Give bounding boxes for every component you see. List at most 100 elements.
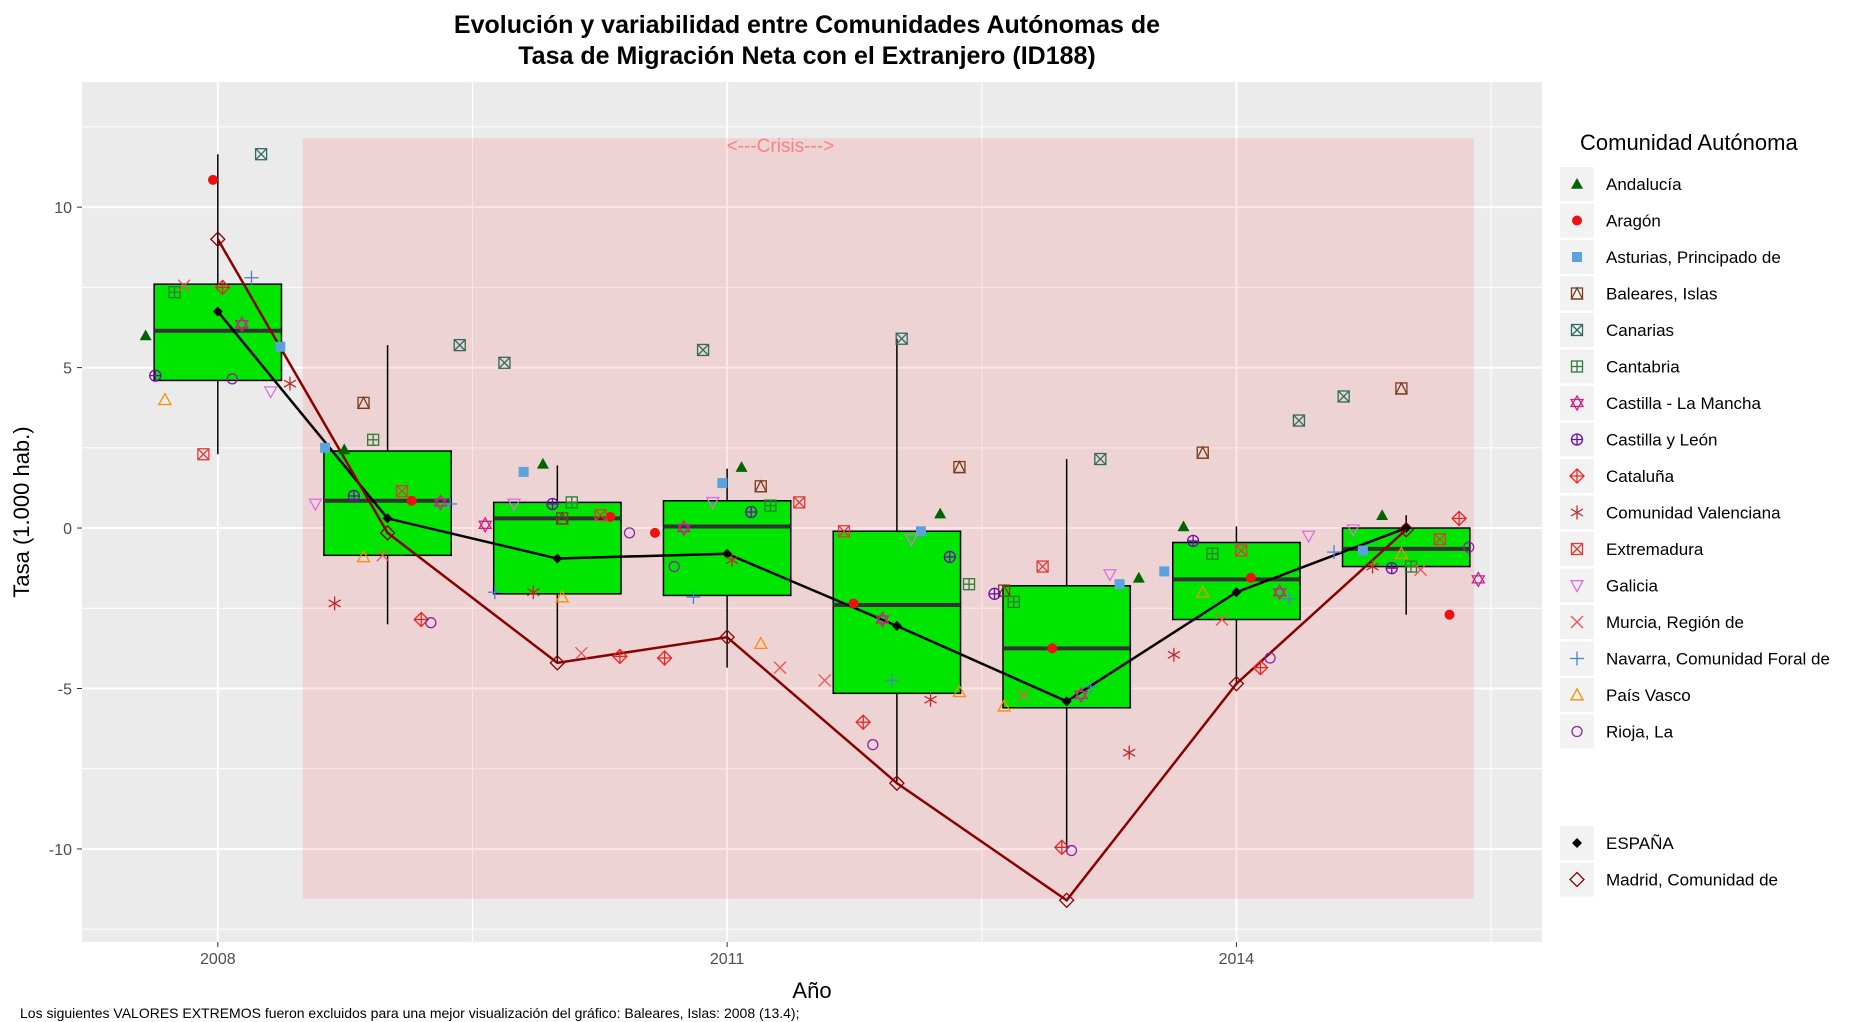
data-point [1376, 509, 1389, 521]
data-point [443, 496, 458, 511]
data-point [168, 286, 181, 299]
series-navarra-comunidad-foral-de [244, 270, 1342, 694]
data-point [347, 489, 361, 503]
series-castilla-y-le-n [149, 369, 1398, 600]
series-comunidad-valenciana [283, 376, 1379, 760]
data-point [406, 495, 417, 506]
box-iqr [662, 500, 792, 597]
data-point [328, 596, 341, 611]
data-point [611, 648, 628, 665]
data-point [376, 548, 390, 562]
data-point [1433, 533, 1447, 546]
line-path [216, 238, 1408, 902]
legend-label: ESPAÑA [1606, 834, 1674, 853]
legend-key [1560, 386, 1594, 420]
data-point [526, 585, 540, 600]
boxplot-2013 [1002, 459, 1132, 853]
legend-key [1560, 568, 1594, 603]
legend-label: Baleares, Islas [1606, 285, 1718, 304]
legend-item: Comunidad Valenciana [1560, 495, 1781, 530]
legend-item: Navarra, Comunidad Foral de [1560, 641, 1830, 676]
data-point [848, 598, 859, 609]
data-point [962, 578, 976, 591]
data-point [1102, 569, 1118, 582]
footnote: Los siguientes VALORES EXTREMOS fueron e… [20, 1005, 799, 1021]
legend-item: Cantabria [1560, 349, 1680, 384]
data-point [555, 589, 570, 603]
legend-symbol [1570, 360, 1584, 373]
legend-symbol [1572, 215, 1582, 226]
legend-label: Asturias, Principado de [1606, 248, 1781, 267]
y-tick-label: 0 [63, 521, 72, 538]
y-tick-label: -5 [58, 681, 72, 698]
line-point [549, 654, 566, 671]
legend-symbol [1570, 651, 1584, 666]
data-point [1177, 520, 1190, 532]
data-point [1337, 390, 1350, 403]
data-point [149, 369, 162, 382]
legend-label: Extremadura [1606, 540, 1704, 559]
data-point [1444, 609, 1455, 620]
boxplot-2012 [832, 338, 962, 782]
data-point [1366, 559, 1379, 574]
data-point [308, 498, 323, 512]
series-baleares-islas [356, 381, 1408, 597]
data-point [478, 516, 493, 534]
data-point [745, 505, 758, 519]
legend-item: Andalucía [1560, 167, 1682, 201]
data-point [1007, 595, 1020, 609]
data-point [1264, 652, 1276, 664]
data-point [275, 341, 286, 352]
legend-item: Canarias [1560, 313, 1674, 347]
series-arag-n [208, 174, 1455, 654]
data-point [1073, 686, 1089, 704]
data-point [338, 443, 351, 455]
title-line-2: Tasa de Migración Neta con el Extranjero… [518, 42, 1096, 70]
data-point [837, 525, 851, 538]
data-point [1053, 839, 1070, 856]
data-point [1167, 647, 1181, 662]
legend-label: Aragón [1606, 212, 1661, 231]
line-point [719, 629, 736, 646]
data-point [254, 148, 268, 161]
line-point [891, 620, 902, 631]
x-tick-label: 2014 [1219, 951, 1255, 968]
line-point [379, 524, 396, 541]
data-point [1252, 659, 1269, 676]
legend-symbol [1570, 615, 1584, 629]
legend-symbol [1570, 286, 1584, 300]
legend-label: Canarias [1606, 321, 1674, 340]
data-point [1357, 545, 1368, 556]
line-point [1058, 892, 1075, 909]
data-point [753, 636, 768, 650]
data-point [725, 553, 739, 568]
data-point [943, 550, 956, 564]
legend-symbol [1570, 542, 1584, 556]
legend-label: Cataluña [1606, 467, 1675, 486]
data-point [1394, 546, 1409, 560]
data-point [1451, 510, 1468, 527]
legend-item: País Vasco [1560, 678, 1691, 712]
crisis-region: <---Crisis---> [302, 136, 1475, 899]
data-point [506, 498, 522, 512]
legend-symbol [1570, 323, 1584, 337]
boxplot-2011 [662, 468, 792, 668]
series-castilla-la-mancha [234, 315, 1486, 704]
line-point [888, 775, 905, 792]
line-point [382, 513, 393, 524]
legend-symbol [1569, 580, 1585, 593]
legend-item: Baleares, Islas [1560, 276, 1718, 311]
legend-item: Aragón [1560, 203, 1661, 238]
series-cantabria [168, 286, 1418, 609]
data-point [518, 466, 529, 477]
data-point [356, 395, 371, 410]
y-tick-label: 10 [54, 200, 72, 217]
data-point [555, 511, 569, 525]
data-point [1114, 579, 1125, 590]
legend: Comunidad Autónoma Andalucía Aragón Asturi… [1560, 130, 1830, 897]
data-point [234, 315, 249, 333]
data-point [283, 376, 297, 391]
line-point [212, 306, 223, 317]
legend-symbol [1569, 468, 1585, 484]
data-point [367, 433, 380, 446]
